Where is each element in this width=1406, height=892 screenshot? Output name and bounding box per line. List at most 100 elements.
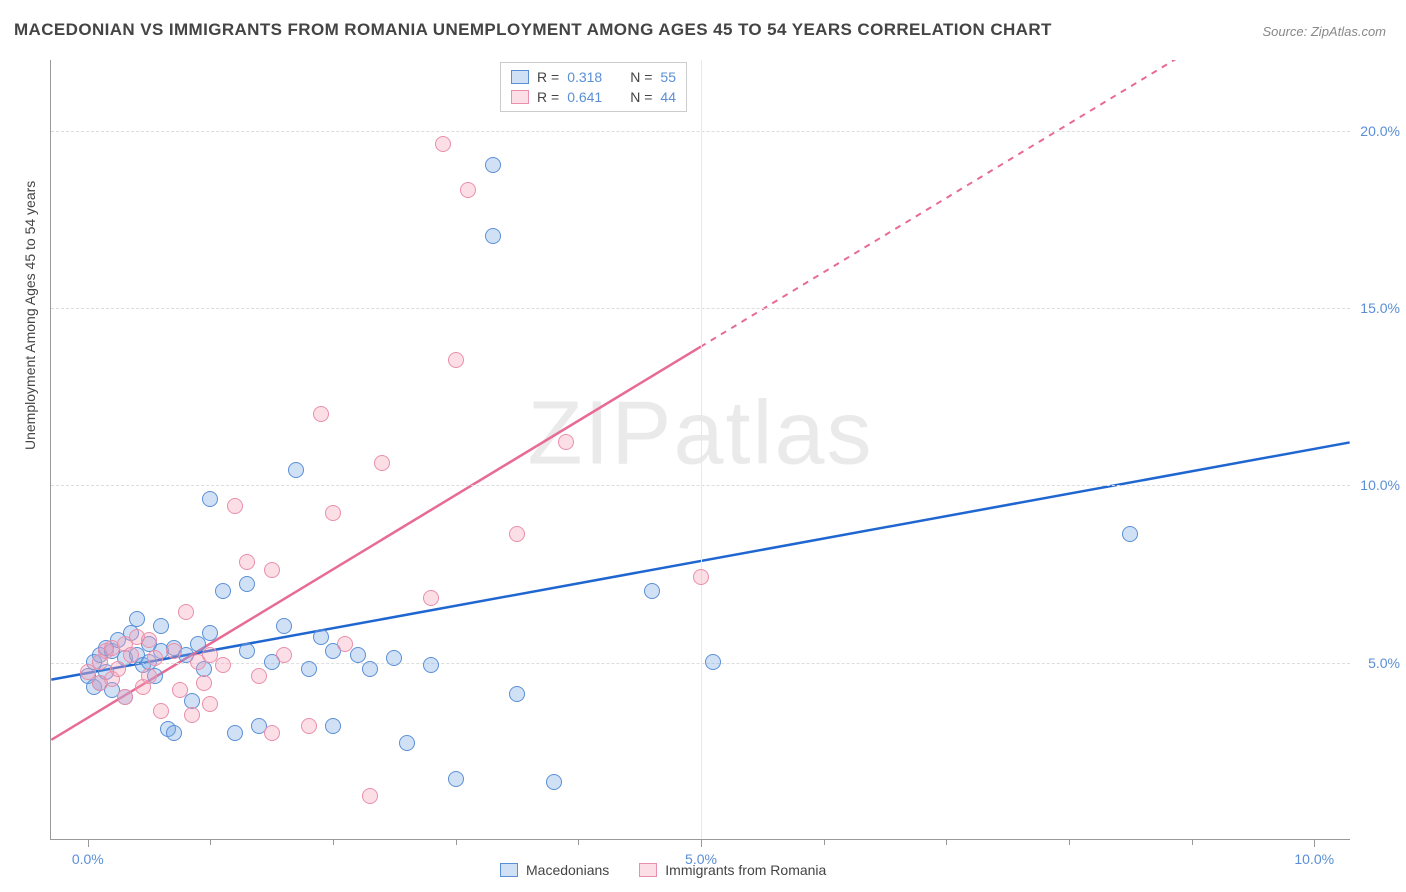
r-value: 0.641	[567, 89, 602, 105]
scatter-point	[196, 675, 212, 691]
scatter-point	[546, 774, 562, 790]
scatter-point	[141, 632, 157, 648]
x-major-tick	[1314, 839, 1315, 847]
scatter-point	[117, 689, 133, 705]
scatter-point	[141, 668, 157, 684]
scatter-point	[215, 583, 231, 599]
x-minor-tick	[946, 839, 947, 845]
scatter-point	[1122, 526, 1138, 542]
r-label: R =	[537, 69, 559, 85]
scatter-point	[264, 725, 280, 741]
x-minor-tick	[578, 839, 579, 845]
y-axis-label: Unemployment Among Ages 45 to 54 years	[22, 181, 38, 450]
legend-correlation-row: R = 0.318 N = 55	[511, 67, 676, 87]
legend-correlation: R = 0.318 N = 55 R = 0.641 N = 44	[500, 62, 687, 112]
scatter-point	[693, 569, 709, 585]
chart-title: MACEDONIAN VS IMMIGRANTS FROM ROMANIA UN…	[14, 20, 1052, 40]
y-tick-label: 5.0%	[1368, 655, 1400, 671]
scatter-point	[423, 590, 439, 606]
x-major-tick	[701, 839, 702, 847]
x-minor-tick	[210, 839, 211, 845]
x-minor-tick	[1069, 839, 1070, 845]
x-major-tick	[88, 839, 89, 847]
y-tick-label: 15.0%	[1360, 300, 1400, 316]
scatter-point	[215, 657, 231, 673]
scatter-point	[276, 647, 292, 663]
scatter-point	[288, 462, 304, 478]
scatter-point	[172, 682, 188, 698]
scatter-point	[227, 725, 243, 741]
watermark-text-thin: atlas	[673, 383, 873, 483]
scatter-point	[325, 505, 341, 521]
source-label: Source: ZipAtlas.com	[1262, 24, 1386, 39]
r-value: 0.318	[567, 69, 602, 85]
x-minor-tick	[824, 839, 825, 845]
x-tick-label: 0.0%	[72, 851, 104, 867]
y-tick-label: 20.0%	[1360, 123, 1400, 139]
legend-series-label: Immigrants from Romania	[665, 862, 826, 878]
scatter-point	[386, 650, 402, 666]
scatter-point	[374, 455, 390, 471]
scatter-point	[153, 703, 169, 719]
legend-series-item: Macedonians	[500, 862, 609, 878]
scatter-point	[558, 434, 574, 450]
n-value: 44	[660, 89, 676, 105]
scatter-point	[301, 718, 317, 734]
scatter-point	[166, 725, 182, 741]
x-minor-tick	[1192, 839, 1193, 845]
legend-series-item: Immigrants from Romania	[639, 862, 826, 878]
scatter-point	[129, 611, 145, 627]
r-label: R =	[537, 89, 559, 105]
x-minor-tick	[456, 839, 457, 845]
scatter-point	[202, 625, 218, 641]
gridline-v	[701, 60, 702, 839]
scatter-point	[362, 788, 378, 804]
x-tick-label: 10.0%	[1294, 851, 1334, 867]
legend-series: Macedonians Immigrants from Romania	[500, 862, 826, 878]
scatter-point	[239, 576, 255, 592]
scatter-point	[509, 526, 525, 542]
scatter-point	[350, 647, 366, 663]
scatter-point	[184, 707, 200, 723]
legend-correlation-row: R = 0.641 N = 44	[511, 87, 676, 107]
legend-swatch	[511, 90, 529, 104]
y-tick-label: 10.0%	[1360, 477, 1400, 493]
scatter-point	[448, 352, 464, 368]
scatter-point	[644, 583, 660, 599]
scatter-point	[202, 491, 218, 507]
scatter-point	[313, 406, 329, 422]
legend-series-label: Macedonians	[526, 862, 609, 878]
plot-area: ZIPatlas 5.0%10.0%15.0%20.0%0.0%5.0%10.0…	[50, 60, 1350, 840]
scatter-point	[460, 182, 476, 198]
legend-swatch	[511, 70, 529, 84]
scatter-point	[239, 643, 255, 659]
scatter-point	[301, 661, 317, 677]
chart-container: MACEDONIAN VS IMMIGRANTS FROM ROMANIA UN…	[0, 0, 1406, 892]
x-minor-tick	[333, 839, 334, 845]
scatter-point	[325, 718, 341, 734]
scatter-point	[227, 498, 243, 514]
n-value: 55	[660, 69, 676, 85]
scatter-point	[337, 636, 353, 652]
legend-swatch	[639, 863, 657, 877]
n-label: N =	[630, 89, 652, 105]
legend-swatch	[500, 863, 518, 877]
watermark-text: ZIP	[527, 383, 673, 483]
scatter-point	[202, 696, 218, 712]
trend-line-dashed	[701, 60, 1350, 347]
scatter-point	[123, 647, 139, 663]
scatter-point	[509, 686, 525, 702]
scatter-point	[448, 771, 464, 787]
scatter-point	[166, 643, 182, 659]
scatter-point	[110, 661, 126, 677]
scatter-point	[399, 735, 415, 751]
scatter-point	[147, 650, 163, 666]
scatter-point	[251, 668, 267, 684]
n-label: N =	[630, 69, 652, 85]
scatter-point	[423, 657, 439, 673]
scatter-point	[485, 157, 501, 173]
scatter-point	[705, 654, 721, 670]
scatter-point	[276, 618, 292, 634]
scatter-point	[435, 136, 451, 152]
scatter-point	[313, 629, 329, 645]
